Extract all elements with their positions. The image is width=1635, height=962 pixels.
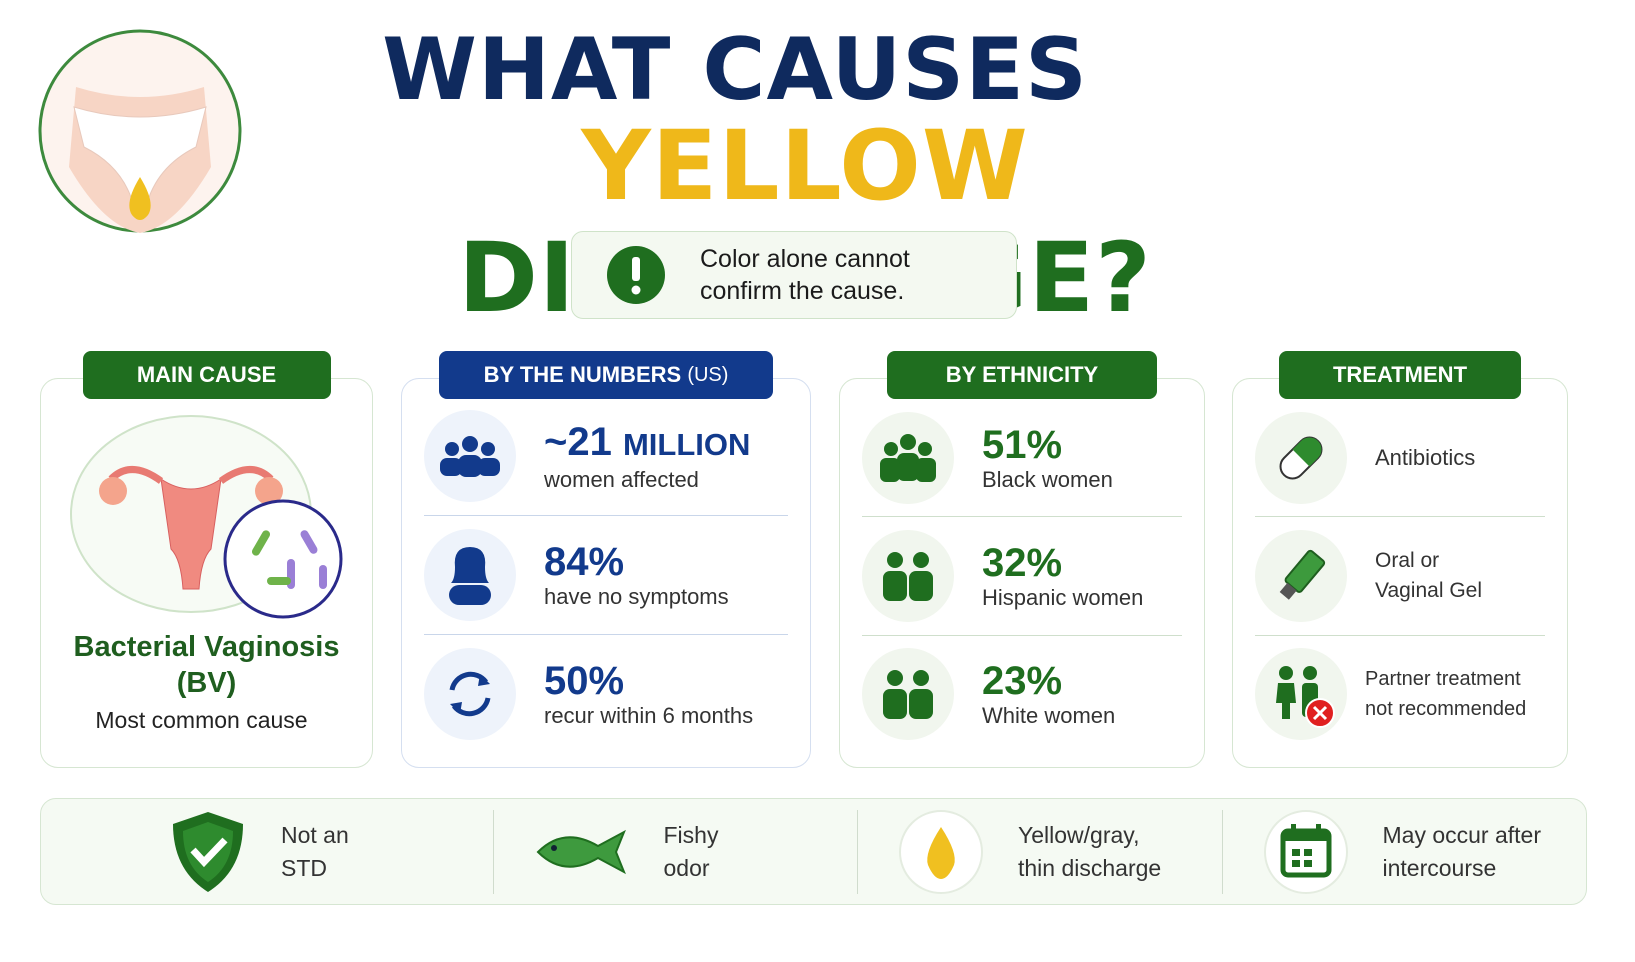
- stat-figure: 32%: [982, 540, 1063, 585]
- stat-row: ~21 MILLION women affected: [424, 397, 788, 516]
- fact-line: STD: [281, 854, 327, 881]
- fact-line: Yellow/gray,: [1018, 821, 1140, 848]
- alert-box: Color alone cannot confirm the cause.: [571, 231, 1017, 319]
- alert-line: confirm the cause.: [700, 277, 905, 305]
- drop-icon: [899, 809, 983, 894]
- cause-name: Bacterial Vaginosis (BV): [41, 629, 372, 701]
- fact-text: Yellow/gray, thin discharge: [1018, 819, 1161, 885]
- fact: Yellow/gray, thin discharge: [858, 809, 1223, 894]
- treatment-line: Vaginal Gel: [1375, 578, 1483, 602]
- numbers-rows: ~21 MILLION women affected 84% have no sym…: [424, 397, 788, 753]
- stat-number: ~21: [544, 419, 612, 464]
- partner-icon: [1255, 648, 1347, 741]
- alert-icon: [607, 246, 665, 304]
- cause-caption: Most common cause: [95, 707, 308, 733]
- group-icon: [862, 411, 954, 504]
- fact-line: odor: [663, 854, 710, 881]
- facts-strip: Not an STD Fishy odor Yellow/gray, thin dis…: [40, 798, 1587, 905]
- stat-caption: have no symptoms: [544, 584, 729, 609]
- fact: Fishy odor: [494, 809, 858, 894]
- stat-unit: MILLION: [622, 426, 751, 462]
- main-cause-panel: MAIN CAUSE Bacterial Vaginosis (BV) Most…: [40, 351, 373, 768]
- treatment-rows: Antibiotics Oral or Vaginal Gel Partner t…: [1255, 399, 1545, 753]
- stat-row: 84% have no symptoms: [424, 516, 788, 635]
- fact: Not an STD: [41, 809, 494, 894]
- numbers-panel: BY THE NUMBERS (US) ~21 MILLION women aff…: [401, 351, 811, 768]
- alert-text: Color alone cannot confirm the cause.: [700, 243, 910, 307]
- treatment-line: not recommended: [1365, 698, 1527, 721]
- fact-line: Fishy: [663, 821, 719, 848]
- alert-line: Color alone cannot: [700, 245, 910, 273]
- stat-figure: 23%: [982, 659, 1063, 704]
- treatment-line: Antibiotics: [1375, 444, 1476, 470]
- ethnicity-row: 51% Black women: [862, 399, 1182, 518]
- calendar-icon: [1263, 809, 1348, 894]
- woman-icon: [424, 529, 516, 621]
- stat-figure: 84%: [544, 540, 625, 584]
- title-line1: WHAT CAUSES: [382, 20, 1088, 120]
- stat-caption: women affected: [544, 466, 699, 492]
- stat-figure: ~21 MILLION: [544, 420, 750, 467]
- treatment-row: Oral or Vaginal Gel: [1255, 517, 1545, 636]
- stat-text: 84% have no symptoms: [544, 540, 729, 610]
- treatment-row: Partner treatment not recommended: [1255, 636, 1545, 753]
- treatment-text: Antibiotics: [1375, 445, 1475, 471]
- logo: [38, 29, 242, 233]
- group-icon: [862, 529, 954, 622]
- stat-caption: recur within 6 months: [544, 703, 754, 728]
- ethnicity-panel: BY ETHNICITY 51% Black women 32% Hispanic w…: [839, 351, 1205, 768]
- treatment-row: Antibiotics: [1255, 399, 1545, 518]
- stat-caption: White women: [982, 703, 1116, 729]
- group-icon: [862, 648, 954, 741]
- fact-text: May occur after intercourse: [1383, 819, 1542, 885]
- stat-text: 50% recur within 6 months: [544, 659, 753, 729]
- shield-icon: [173, 811, 243, 892]
- stat-text: ~21 MILLION women affected: [544, 420, 750, 493]
- stat-caption: Black women: [982, 466, 1113, 492]
- stat-text: 51% Black women: [982, 423, 1113, 493]
- fact-text: Not an STD: [281, 819, 349, 885]
- treatment-text: Oral or Vaginal Gel: [1375, 546, 1482, 606]
- treatment-panel: TREATMENT Antibiotics Oral or Vaginal Gel…: [1232, 351, 1568, 768]
- treatment-line: Oral or: [1375, 548, 1440, 572]
- gel-icon: [1255, 529, 1347, 622]
- recur-icon: [424, 648, 516, 740]
- stat-text: 23% White women: [982, 659, 1115, 729]
- fact-line: thin discharge: [1018, 854, 1162, 881]
- fact-line: May occur after: [1382, 821, 1542, 848]
- cause-name-line: (BV): [176, 667, 237, 699]
- bv-illustration: [70, 415, 343, 619]
- panel-heading: BY THE NUMBERS (US): [439, 351, 773, 399]
- stat-row: 50% recur within 6 months: [424, 635, 788, 753]
- ethnicity-row: 23% White women: [862, 636, 1182, 753]
- ethnicity-row: 32% Hispanic women: [862, 517, 1182, 636]
- fact-line: Not an: [281, 821, 349, 848]
- title-yellow: YELLOW: [581, 110, 1029, 222]
- heading-text: BY THE NUMBERS: [483, 362, 682, 387]
- panel-heading: TREATMENT: [1279, 351, 1521, 399]
- ethnicity-rows: 51% Black women 32% Hispanic women 23% White …: [862, 399, 1182, 753]
- cause-name-line: Bacterial Vaginosis: [73, 631, 340, 663]
- people-icon: [424, 410, 516, 502]
- stat-text: 32% Hispanic women: [982, 541, 1143, 611]
- panel-heading: MAIN CAUSE: [82, 351, 331, 399]
- stat-figure: 51%: [982, 422, 1063, 467]
- heading-note: (US): [687, 363, 729, 386]
- fact-text: Fishy odor: [664, 819, 719, 885]
- fact-line: intercourse: [1382, 854, 1497, 881]
- pill-icon: [1255, 411, 1347, 504]
- panel-heading: BY ETHNICITY: [887, 351, 1157, 399]
- stat-figure: 50%: [544, 659, 625, 703]
- treatment-line: Partner treatment: [1365, 668, 1521, 691]
- stat-caption: Hispanic women: [982, 584, 1144, 610]
- fish-icon: [536, 829, 626, 874]
- fact: May occur after intercourse: [1223, 809, 1587, 894]
- treatment-text: Partner treatment not recommended: [1365, 664, 1526, 724]
